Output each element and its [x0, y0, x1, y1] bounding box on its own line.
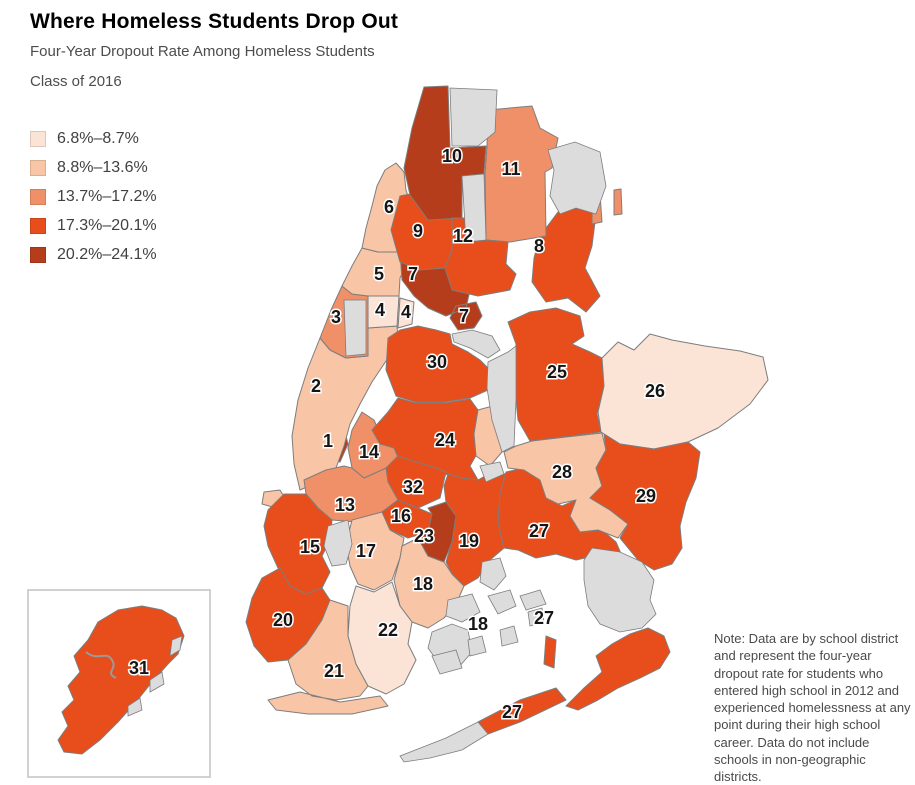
park-area	[479, 461, 505, 483]
district-25-label: 25	[547, 362, 567, 382]
park-area	[487, 589, 517, 615]
legend-swatch-4	[30, 217, 46, 234]
subtitle: Four-Year Dropout Rate Among Homeless St…	[30, 43, 375, 60]
legend-row: 13.7%–17.2%	[30, 182, 157, 211]
district-20-label: 20	[273, 610, 293, 630]
page-title: Where Homeless Students Drop Out	[30, 10, 399, 33]
district-3-label: 3	[331, 307, 341, 327]
district-21-label: 21	[324, 661, 344, 681]
district-9-label: 9	[413, 221, 423, 241]
legend-swatch-2	[30, 159, 46, 176]
legend-swatch-3	[30, 188, 46, 205]
district-28-label: 28	[552, 462, 572, 482]
inset-creek	[85, 651, 117, 679]
header: Where Homeless Students Drop Out Four-Ye…	[30, 10, 398, 90]
park-area	[479, 557, 507, 591]
park-area	[451, 329, 501, 359]
legend-label: 6.8%–8.7%	[57, 129, 139, 147]
district-8-label: 8	[534, 236, 544, 256]
district-27-label: 27	[502, 702, 522, 722]
park-area	[169, 635, 183, 657]
district-29-label: 29	[636, 486, 656, 506]
park-area	[461, 173, 487, 243]
district-23-label: 23	[414, 526, 434, 546]
legend-label: 13.7%–17.2%	[57, 187, 157, 205]
legend-label: 20.2%–24.1%	[57, 245, 157, 263]
district-7-label: 7	[408, 264, 418, 284]
park-area	[449, 87, 498, 147]
legend-label: 8.8%–13.6%	[57, 158, 148, 176]
legend-swatch-1	[30, 130, 46, 147]
district-19-label: 19	[459, 531, 479, 551]
park-area	[527, 607, 545, 627]
legend-row: 6.8%–8.7%	[30, 124, 157, 153]
district-6-label: 6	[384, 197, 394, 217]
district-5-label: 5	[374, 264, 384, 284]
district-22-label: 22	[378, 620, 398, 640]
park-area	[519, 589, 547, 611]
district-15-label: 15	[300, 537, 320, 557]
district-14-label: 14	[359, 442, 379, 462]
legend-label: 17.3%–20.1%	[57, 216, 157, 234]
park-area	[399, 721, 489, 763]
district-10-shape	[403, 85, 487, 221]
legend-swatch-5	[30, 246, 46, 263]
park-area	[583, 547, 657, 633]
park-area	[445, 593, 481, 623]
park-area	[431, 649, 463, 675]
district-10-label: 10	[442, 146, 462, 166]
legend: 6.8%–8.7% 8.8%–13.6% 13.7%–17.2% 17.3%–20.1…	[30, 124, 157, 269]
district-32-shape	[385, 455, 447, 509]
district-30-label: 30	[427, 352, 447, 372]
district-31-shape	[57, 605, 185, 755]
district-11-label: 11	[501, 159, 520, 179]
note-text: Note: Data are by school district and re…	[714, 631, 911, 785]
park-area	[323, 519, 353, 567]
district-4-label: 4	[375, 300, 385, 320]
district-27-label: 27	[529, 521, 549, 541]
district-23-shape	[417, 501, 457, 563]
park-area	[499, 625, 519, 647]
district-17-shape	[345, 511, 405, 591]
legend-row: 17.3%–20.1%	[30, 211, 157, 240]
district-7-label: 7	[459, 306, 469, 326]
park-area	[547, 141, 607, 215]
district-29-shape	[589, 433, 701, 571]
legend-row: 8.8%–13.6%	[30, 153, 157, 182]
district-1-label: 1	[323, 431, 333, 451]
district-12-label: 12	[453, 226, 473, 246]
park-area	[127, 697, 143, 717]
district-18-label: 18	[413, 574, 433, 594]
district-27-label: 27	[534, 608, 554, 628]
district-22-shape	[347, 581, 417, 695]
park-area	[486, 345, 517, 453]
district-26-shape	[597, 333, 769, 450]
district-26-label: 26	[645, 381, 665, 401]
park-area	[467, 635, 487, 657]
district-32-label: 32	[403, 477, 423, 497]
district-4-shape	[367, 295, 415, 329]
legend-row: 20.2%–24.1%	[30, 240, 157, 269]
district-21-shape	[267, 599, 389, 715]
district-13-label: 13	[335, 495, 355, 515]
district-18-label: 18	[468, 614, 488, 634]
district-4-label: 4	[401, 302, 411, 322]
district-25-shape	[507, 307, 605, 442]
cohort-label: Class of 2016	[30, 73, 122, 90]
district-17-label: 17	[356, 541, 376, 561]
district-24-label: 24	[435, 430, 455, 450]
park-area	[343, 299, 367, 357]
district-2-label: 2	[311, 376, 321, 396]
district-16-label: 16	[391, 506, 411, 526]
district-30-shape	[385, 325, 489, 403]
park-area	[149, 671, 165, 693]
district-31-label: 31	[129, 658, 149, 678]
